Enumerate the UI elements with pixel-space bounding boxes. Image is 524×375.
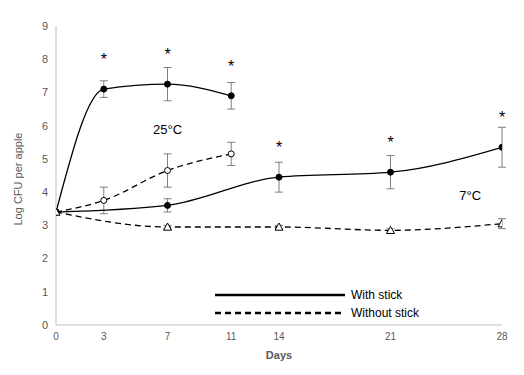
svg-text:21: 21 <box>385 331 397 342</box>
svg-text:4: 4 <box>42 186 48 198</box>
svg-text:0: 0 <box>42 319 48 331</box>
svg-text:28: 28 <box>496 331 508 342</box>
svg-text:7: 7 <box>165 331 171 342</box>
html-text:With stick: With stick <box>351 288 403 302</box>
svg-text:*: * <box>228 58 234 75</box>
html-text:Without stick: Without stick <box>351 306 419 320</box>
svg-text:11: 11 <box>226 331 237 342</box>
svg-text:7: 7 <box>42 86 48 98</box>
svg-text:*: * <box>101 51 107 68</box>
svg-text:3: 3 <box>42 219 48 231</box>
svg-text:*: * <box>276 139 282 156</box>
svg-text:14: 14 <box>273 331 285 342</box>
svg-text:1: 1 <box>42 286 48 298</box>
svg-text:*: * <box>387 134 393 151</box>
svg-text:9: 9 <box>42 20 48 32</box>
svg-text:5: 5 <box>42 153 48 165</box>
svg-text:*: * <box>499 109 505 126</box>
svg-text:6: 6 <box>42 120 48 132</box>
svg-text:0: 0 <box>53 331 59 342</box>
svg-text:2: 2 <box>42 252 48 264</box>
svg-text:Log CFU per apple: Log CFU per apple <box>12 133 24 226</box>
svg-text:25°C: 25°C <box>153 122 182 137</box>
svg-text:*: * <box>164 46 170 63</box>
svg-text:3: 3 <box>101 331 107 342</box>
svg-text:8: 8 <box>42 53 48 65</box>
svg-text:Days: Days <box>266 349 292 361</box>
svg-text:7°C: 7°C <box>459 188 481 203</box>
